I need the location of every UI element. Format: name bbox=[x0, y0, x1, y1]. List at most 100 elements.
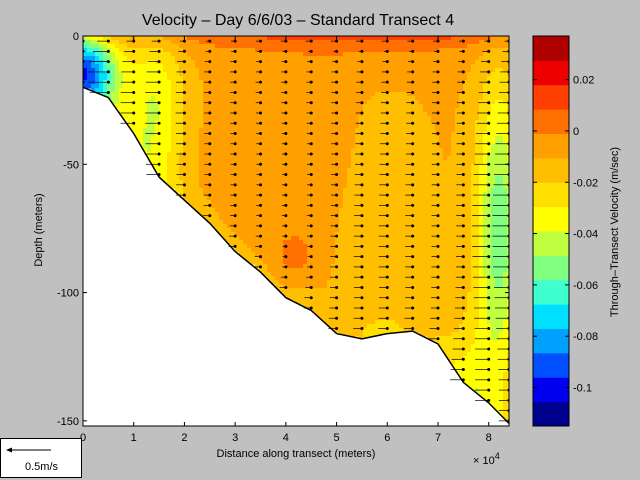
station-point bbox=[461, 90, 465, 94]
station-point bbox=[233, 203, 237, 207]
station-point bbox=[284, 234, 288, 238]
station-point bbox=[360, 70, 364, 74]
station-point bbox=[208, 142, 212, 146]
station-point bbox=[461, 265, 465, 269]
station-point bbox=[259, 90, 262, 94]
station-point bbox=[233, 80, 237, 84]
colorbar-segment bbox=[533, 304, 569, 329]
y-axis-label: Depth (meters) bbox=[33, 193, 45, 266]
station-point bbox=[461, 244, 465, 248]
station-point bbox=[461, 275, 465, 279]
x-tick-label: 1 bbox=[131, 432, 137, 444]
station-point bbox=[309, 142, 313, 146]
colorbar bbox=[532, 35, 570, 427]
station-point bbox=[436, 183, 440, 187]
station-point bbox=[208, 39, 212, 43]
station-point bbox=[360, 296, 364, 300]
station-point bbox=[335, 285, 339, 289]
station-point bbox=[309, 265, 313, 269]
y-tick-label: -50 bbox=[63, 159, 79, 171]
station-point bbox=[436, 111, 440, 115]
station-point bbox=[335, 49, 339, 53]
station-point bbox=[461, 203, 465, 207]
station-point bbox=[182, 60, 186, 64]
station-point bbox=[284, 60, 288, 64]
station-point bbox=[284, 132, 288, 135]
station-point bbox=[411, 193, 415, 197]
station-point bbox=[208, 183, 212, 187]
scale-arrow-legend: 0.5m/s bbox=[0, 438, 82, 478]
station-point bbox=[385, 152, 389, 156]
station-point bbox=[461, 80, 465, 84]
station-point bbox=[132, 80, 136, 84]
station-point bbox=[182, 173, 186, 177]
station-point bbox=[309, 193, 313, 197]
station-point bbox=[487, 39, 491, 43]
station-point bbox=[106, 90, 110, 94]
station-point bbox=[182, 80, 186, 84]
station-point bbox=[284, 224, 288, 228]
station-point bbox=[309, 49, 313, 53]
station-point bbox=[411, 142, 415, 146]
y-tick-label: -150 bbox=[57, 416, 79, 428]
station-point bbox=[309, 275, 313, 279]
station-point bbox=[182, 121, 186, 125]
station-point bbox=[461, 255, 465, 259]
station-point bbox=[385, 142, 389, 146]
colorbar-segment bbox=[533, 84, 569, 110]
station-point bbox=[487, 357, 491, 361]
station-point bbox=[233, 214, 237, 218]
station-point bbox=[106, 39, 110, 43]
station-point bbox=[157, 111, 161, 115]
station-point bbox=[487, 306, 491, 310]
station-point bbox=[487, 296, 491, 300]
station-point bbox=[106, 70, 110, 74]
station-point bbox=[335, 214, 339, 218]
station-point bbox=[411, 224, 415, 228]
station-point bbox=[411, 234, 415, 238]
station-point bbox=[360, 80, 364, 84]
station-point bbox=[309, 244, 313, 248]
station-point bbox=[132, 39, 136, 43]
station-point bbox=[461, 39, 465, 43]
station-point bbox=[182, 142, 186, 146]
station-point bbox=[436, 101, 440, 105]
station-point bbox=[208, 162, 212, 166]
station-point bbox=[411, 306, 415, 310]
colorbar-ticks: 0.02 0 -0.02 -0.04 -0.06 -0.08 -0.1 bbox=[533, 75, 598, 395]
station-point bbox=[284, 162, 288, 166]
x-tick-label: 8 bbox=[486, 432, 492, 444]
station-point bbox=[259, 224, 262, 228]
station-point bbox=[461, 214, 465, 218]
station-point bbox=[360, 101, 364, 105]
station-point bbox=[360, 306, 364, 310]
station-point bbox=[309, 60, 313, 64]
station-point bbox=[436, 244, 440, 248]
station-point bbox=[487, 80, 491, 84]
colorbar-tick-label: -0.1 bbox=[573, 383, 592, 395]
station-point bbox=[385, 234, 389, 238]
station-point bbox=[208, 70, 212, 74]
x-axis-label: Distance along transect (meters) bbox=[217, 448, 376, 460]
station-point bbox=[385, 224, 389, 228]
x-tick-label: 7 bbox=[435, 432, 441, 444]
y-tick-label: -100 bbox=[57, 288, 79, 300]
station-point bbox=[436, 285, 440, 289]
station-point bbox=[182, 49, 186, 53]
station-point bbox=[335, 80, 339, 84]
station-point bbox=[487, 234, 491, 238]
station-point bbox=[360, 285, 364, 289]
station-point bbox=[284, 49, 288, 53]
station-point bbox=[360, 152, 364, 156]
station-point bbox=[385, 255, 389, 259]
station-point bbox=[309, 80, 313, 84]
station-point bbox=[335, 39, 339, 43]
station-point bbox=[182, 39, 186, 43]
station-point bbox=[182, 183, 186, 187]
station-point bbox=[233, 183, 237, 187]
velocity-contour-field bbox=[83, 36, 509, 426]
station-point bbox=[385, 193, 389, 197]
station-point bbox=[385, 244, 389, 248]
plot-frame bbox=[82, 35, 510, 427]
colorbar-segment bbox=[533, 279, 569, 305]
